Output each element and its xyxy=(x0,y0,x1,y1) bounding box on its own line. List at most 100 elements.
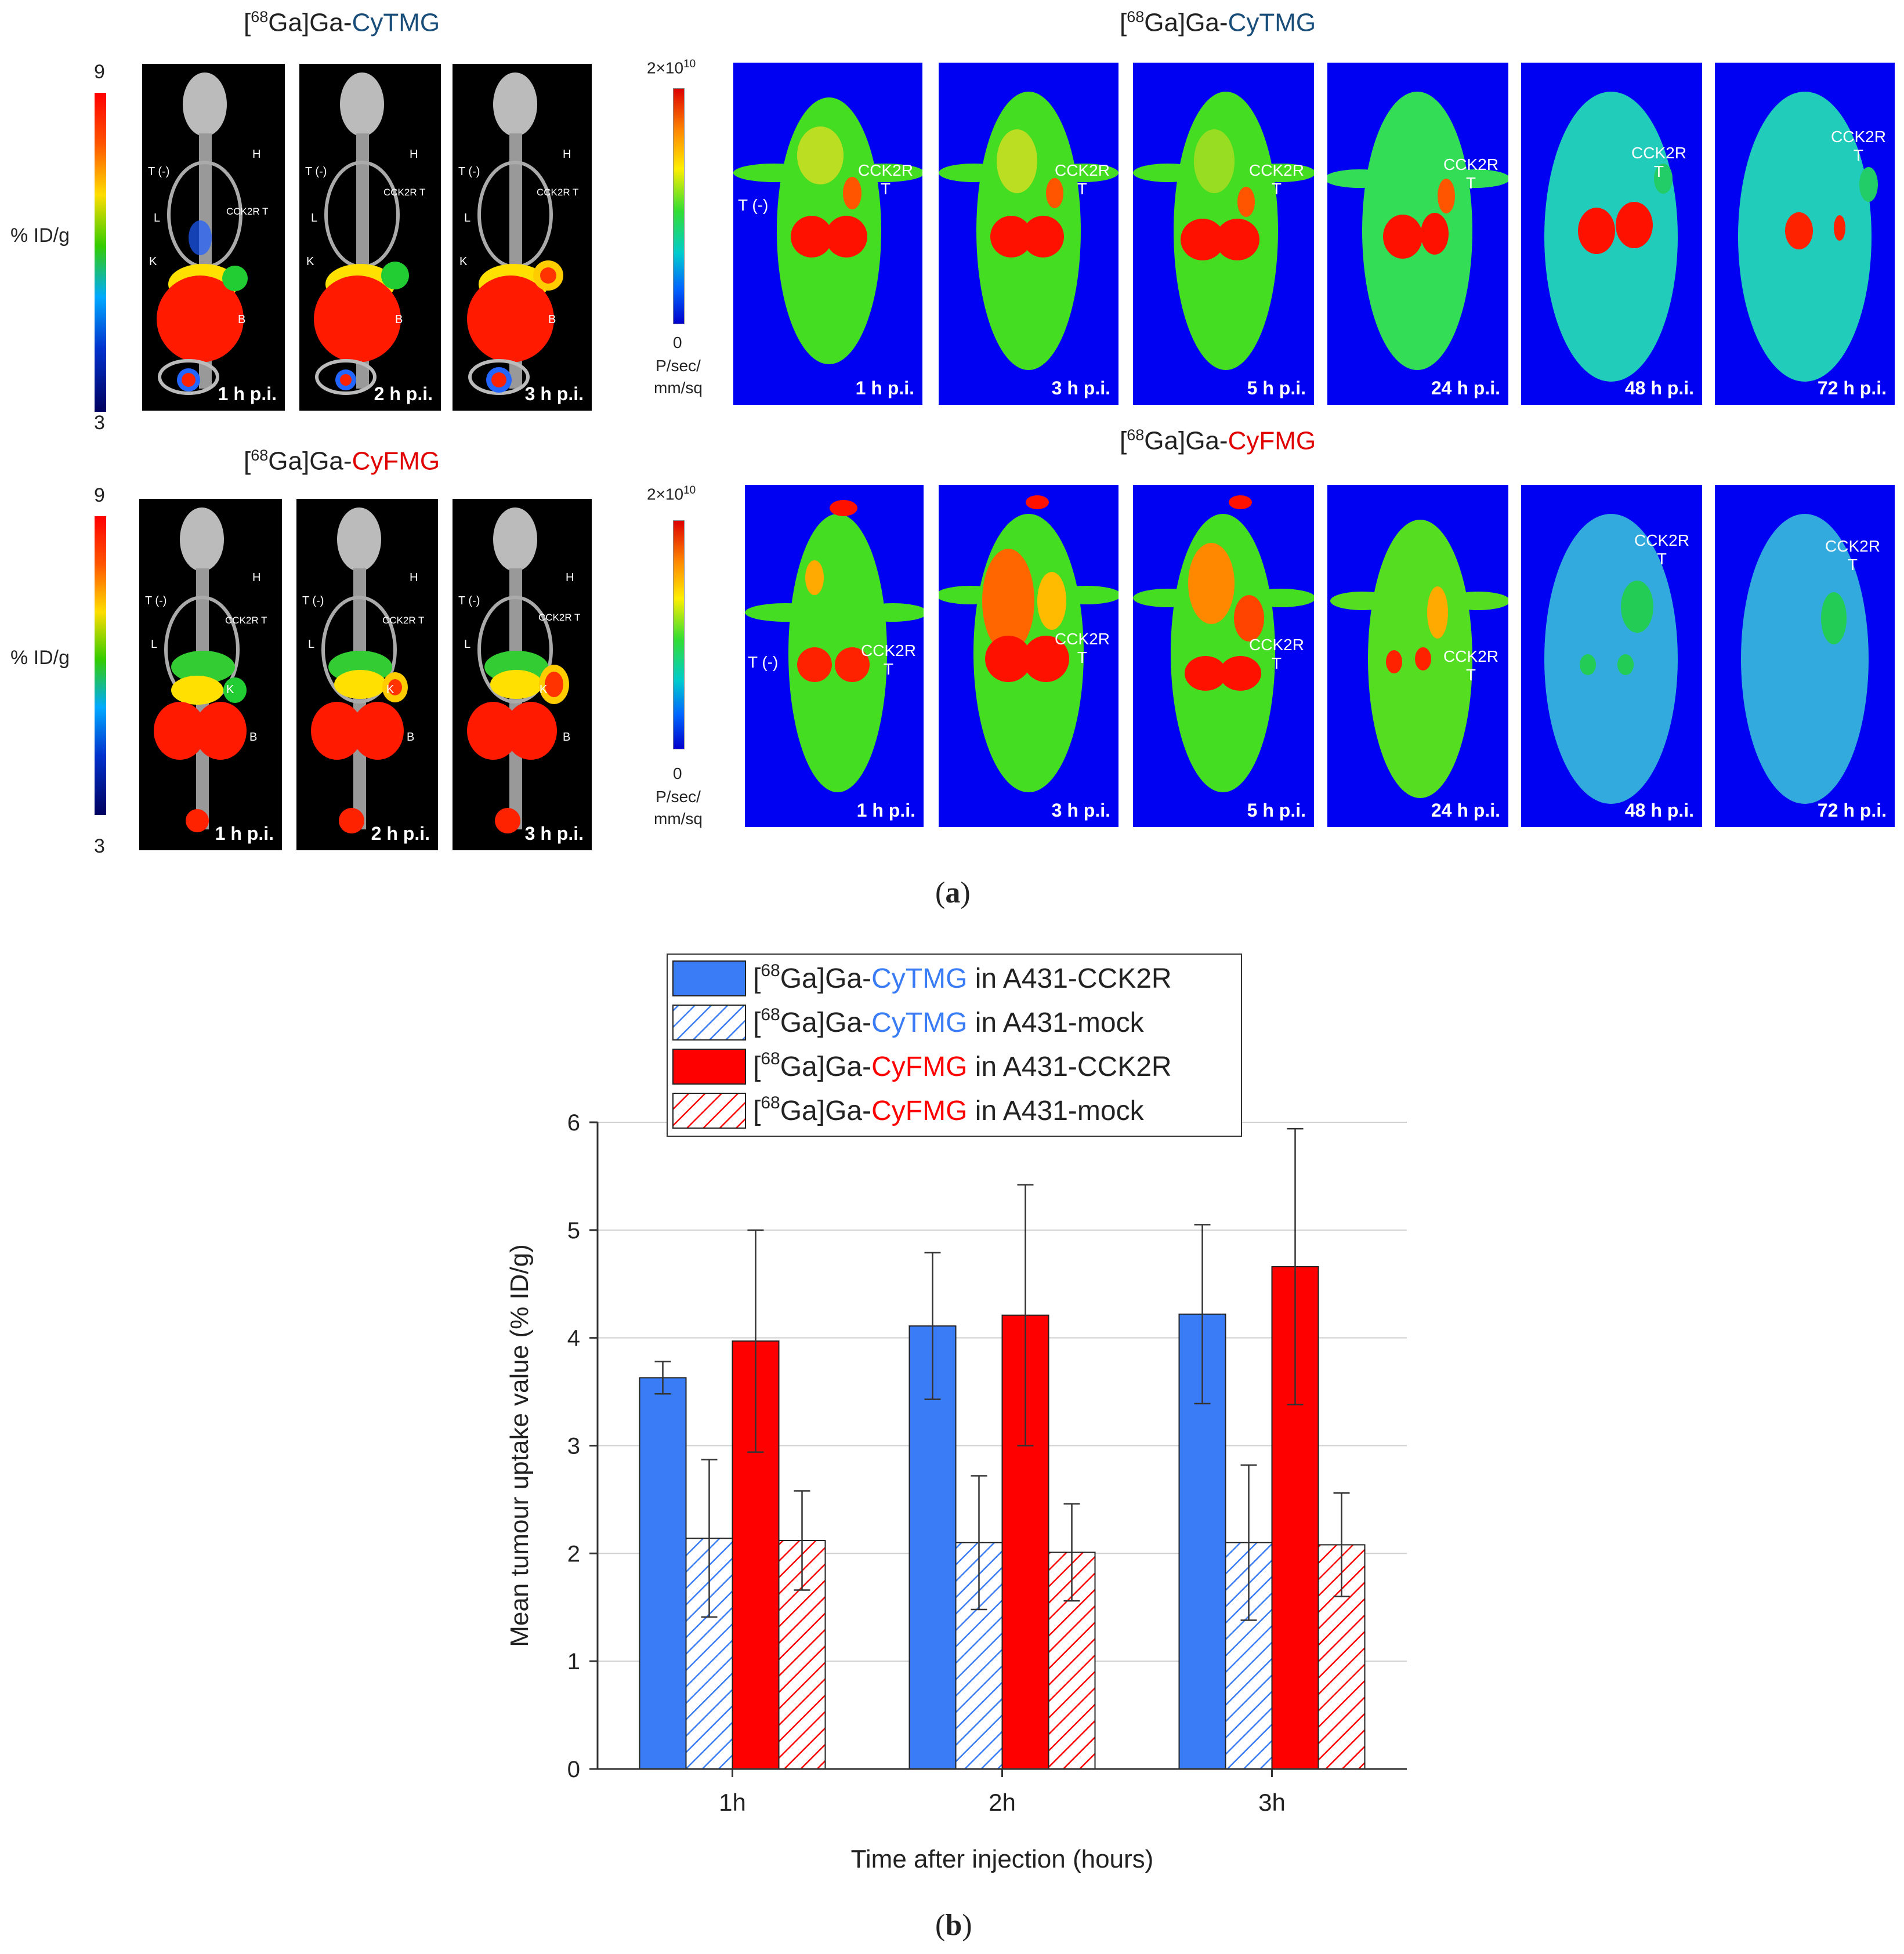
y-tick-label: 3 xyxy=(567,1434,580,1459)
optical-title-cyfmg: [68Ga]Ga-CyFMG xyxy=(1120,426,1316,455)
mouse-optical xyxy=(1741,514,1869,804)
mouse-skeleton-pet xyxy=(467,72,563,395)
timepoint-label: 48 h p.i. xyxy=(1624,800,1694,821)
optical-label-receptor: CCK2R T xyxy=(1631,144,1686,180)
mouse-optical xyxy=(1544,514,1678,804)
timepoint-label: 3 h p.i. xyxy=(524,823,584,844)
optical-label-receptor: CCK2R T xyxy=(1055,161,1110,198)
organ-label-bladder: B xyxy=(249,731,258,744)
organ-label-kidney: K xyxy=(540,683,548,696)
timepoint-label: 48 h p.i. xyxy=(1624,378,1694,398)
mouse-skeleton-pet xyxy=(154,507,247,832)
timepoint-label: 3 h p.i. xyxy=(1051,800,1110,821)
optical-image-cytmg-48h: CCK2R T 48 h p.i. xyxy=(1521,63,1702,405)
pet-image-cyfmg-2h: H T (-) CCK2R T L K B 2 h p.i. xyxy=(296,499,438,850)
optical-scale-min: 0 xyxy=(673,764,682,782)
x-axis-title: Time after injection (hours) xyxy=(851,1845,1154,1873)
x-tick-label: 1h xyxy=(719,1789,746,1816)
timepoint-label: 5 h p.i. xyxy=(1247,800,1306,821)
optical-image-cyfmg-24h: CCK2R T 24 h p.i. xyxy=(1327,485,1508,827)
organ-label-bladder: B xyxy=(238,313,246,326)
organ-label-tumor-neg: T (-) xyxy=(305,165,327,178)
optical-label-receptor: CCK2R T xyxy=(1443,647,1498,684)
pet-title-cyfmg: [68Ga]Ga-CyFMG xyxy=(244,447,440,476)
organ-label-liver: L xyxy=(151,638,158,651)
y-tick-label: 4 xyxy=(567,1326,580,1351)
optical-colorbar xyxy=(673,88,685,324)
legend-label: [68Ga]Ga-CyTMG in A431-mock xyxy=(753,1005,1145,1038)
organ-label-kidney: K xyxy=(386,683,394,696)
chart-axes: 0 1 2 3 4 5 6 1h 2h 3h Time after injection (hours… xyxy=(505,1110,1407,1873)
y-axis-title: Mean tumour uptake value (% ID/g) xyxy=(505,1244,534,1647)
optical-label-receptor: CCK2R T xyxy=(858,161,913,198)
timepoint-label: 3 h p.i. xyxy=(1051,378,1110,398)
chart-error-bars xyxy=(654,1128,1350,1621)
timepoint-label: 2 h p.i. xyxy=(371,823,430,844)
legend-swatch xyxy=(672,960,746,996)
bar-chart: 0 1 2 3 4 5 6 1h 2h 3h Time after injection (hours… xyxy=(505,954,1407,1873)
x-tick-label: 2h xyxy=(989,1789,1016,1816)
legend-label: [68Ga]Ga-CyFMG in A431-mock xyxy=(753,1093,1145,1126)
optical-image-cyfmg-3h: CCK2R T 3 h p.i. xyxy=(939,485,1118,827)
pet-scale-unit: % ID/g xyxy=(10,647,70,669)
organ-label-tumor-pos: CCK2R T xyxy=(225,615,267,626)
optical-label-receptor: CCK2R T xyxy=(1249,636,1304,672)
optical-image-cytmg-24h: CCK2R T 24 h p.i. xyxy=(1327,63,1508,405)
mouse-optical xyxy=(1327,92,1508,370)
chart-legend: [68Ga]Ga-CyTMG in A431-CCK2R [68Ga]Ga-CyT… xyxy=(667,954,1242,1137)
pet-scale-unit: % ID/g xyxy=(10,224,70,246)
pet-title-cytmg: [68Ga]Ga-CyTMG xyxy=(244,8,440,37)
optical-label-receptor: CCK2R T xyxy=(1443,155,1498,192)
legend-label: [68Ga]Ga-CyFMG in A431-CCK2R xyxy=(753,1049,1172,1082)
organ-label-tumor-pos: CCK2R T xyxy=(382,615,425,626)
organ-label-tumor-pos: CCK2R T xyxy=(226,206,269,217)
organ-label-bladder: B xyxy=(563,731,571,744)
optical-scale-max: 2×1010 xyxy=(647,484,696,503)
timepoint-label: 1 h p.i. xyxy=(856,800,915,821)
optical-scale-unit: P/sec/mm/sq xyxy=(654,788,703,828)
organ-label-liver: L xyxy=(154,212,161,224)
organ-label-heart: H xyxy=(252,571,261,584)
y-tick-label: 1 xyxy=(567,1649,580,1674)
timepoint-label: 5 h p.i. xyxy=(1247,378,1306,398)
chart-bars xyxy=(639,1266,1366,1770)
timepoint-label: 2 h p.i. xyxy=(374,383,433,404)
optical-label-receptor: CCK2R T xyxy=(1249,161,1304,198)
mouse-optical xyxy=(745,500,924,792)
optical-label-tumor-neg: T (-) xyxy=(738,196,769,214)
pet-image-cyfmg-3h: H T (-) CCK2R T L K B 3 h p.i. xyxy=(453,499,592,850)
organ-label-liver: L xyxy=(464,638,471,651)
mouse-optical xyxy=(1544,92,1678,382)
legend-swatch xyxy=(672,1049,746,1085)
organ-label-liver: L xyxy=(464,212,471,224)
timepoint-label: 3 h p.i. xyxy=(524,383,584,404)
mouse-optical xyxy=(733,97,922,364)
bar xyxy=(639,1377,687,1770)
pet-image-cytmg-2h: H T (-) CCK2R T L K B 2 h p.i. xyxy=(299,64,441,411)
mouse-optical xyxy=(1133,92,1314,370)
organ-label-kidney: K xyxy=(306,255,314,268)
pet-scale-min: 3 xyxy=(94,835,105,857)
mouse-skeleton-pet xyxy=(157,72,248,395)
timepoint-label: 1 h p.i. xyxy=(218,383,277,404)
mouse-optical xyxy=(1133,495,1314,792)
optical-label-receptor: CCK2R T xyxy=(1831,128,1886,164)
organ-label-heart: H xyxy=(252,148,261,161)
organ-label-tumor-neg: T (-) xyxy=(458,165,480,178)
mouse-optical xyxy=(1330,520,1508,798)
optical-label-receptor: CCK2R T xyxy=(1825,537,1880,574)
organ-label-liver: L xyxy=(311,212,318,224)
optical-label-receptor: CCK2R T xyxy=(1055,630,1110,666)
organ-label-tumor-pos: CCK2R T xyxy=(537,187,579,198)
organ-label-tumor-neg: T (-) xyxy=(302,594,324,607)
x-tick-label: 3h xyxy=(1258,1789,1286,1816)
pet-colorbar xyxy=(95,516,106,815)
organ-label-tumor-pos: CCK2R T xyxy=(383,187,426,198)
pet-scale-max: 9 xyxy=(94,61,105,83)
optical-image-cyfmg-72h: CCK2R T 72 h p.i. xyxy=(1715,485,1895,827)
optical-image-cytmg-72h: CCK2R T 72 h p.i. xyxy=(1715,63,1895,405)
timepoint-label: 24 h p.i. xyxy=(1431,800,1500,821)
organ-label-tumor-neg: T (-) xyxy=(458,594,480,607)
optical-colorbar xyxy=(673,520,685,749)
optical-scale-max: 2×1010 xyxy=(647,58,696,77)
